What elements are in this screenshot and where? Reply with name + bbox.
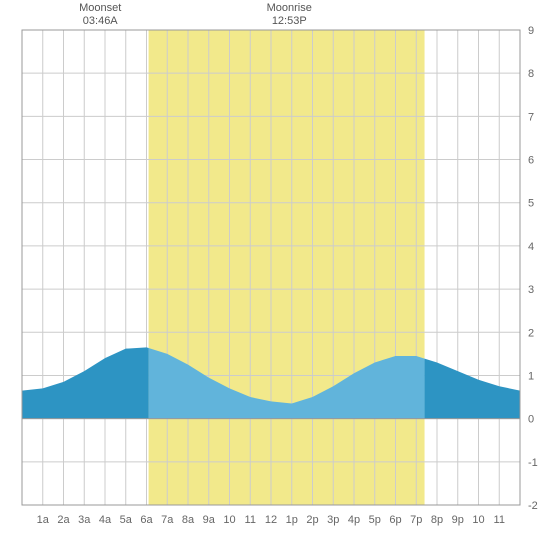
moonrise-title: Moonrise xyxy=(259,2,319,15)
y-tick-label: 2 xyxy=(528,327,534,339)
x-tick-label: 9p xyxy=(452,514,464,526)
x-tick-label: 3a xyxy=(78,514,91,526)
moonrise-label: Moonrise 12:53P xyxy=(259,2,319,28)
y-tick-label: 0 xyxy=(528,414,534,426)
y-tick-label: 8 xyxy=(528,68,534,80)
moonset-time: 03:46A xyxy=(70,15,130,28)
x-tick-label: 5a xyxy=(120,514,133,526)
x-tick-label: 3p xyxy=(327,514,339,526)
y-tick-label: 1 xyxy=(528,370,534,382)
x-tick-label: 7p xyxy=(410,514,422,526)
x-tick-label: 10 xyxy=(472,514,484,526)
x-tick-label: 11 xyxy=(245,514,256,526)
x-tick-label: 2a xyxy=(57,514,70,526)
x-tick-label: 10 xyxy=(223,514,235,526)
x-tick-label: 2p xyxy=(306,514,318,526)
moonset-label: Moonset 03:46A xyxy=(70,2,130,28)
x-tick-label: 4p xyxy=(348,514,360,526)
x-tick-label: 8a xyxy=(182,514,195,526)
y-tick-label: 4 xyxy=(528,241,534,253)
y-tick-label: 6 xyxy=(528,155,534,167)
x-tick-label: 12 xyxy=(265,514,277,526)
x-tick-label: 4a xyxy=(99,514,112,526)
moonrise-time: 12:53P xyxy=(259,15,319,28)
x-tick-label: 1a xyxy=(37,514,50,526)
x-tick-label: 6p xyxy=(389,514,401,526)
y-tick-label: -2 xyxy=(528,500,538,512)
x-tick-label: 1p xyxy=(286,514,298,526)
y-tick-label: 9 xyxy=(528,25,534,37)
x-tick-label: 6a xyxy=(140,514,153,526)
y-tick-label: 5 xyxy=(528,198,534,210)
x-tick-label: 8p xyxy=(431,514,443,526)
x-tick-label: 5p xyxy=(369,514,381,526)
y-tick-label: -1 xyxy=(528,457,538,469)
chart-svg: -2-101234567891a2a3a4a5a6a7a8a9a1011121p… xyxy=(0,0,550,550)
x-tick-label: 9a xyxy=(203,514,216,526)
tide-chart: Moonset 03:46A Moonrise 12:53P -2-101234… xyxy=(0,0,550,550)
y-tick-label: 7 xyxy=(528,111,534,123)
x-tick-label: 7a xyxy=(161,514,174,526)
moonset-title: Moonset xyxy=(70,2,130,15)
y-tick-label: 3 xyxy=(528,284,534,296)
x-tick-label: 11 xyxy=(494,514,505,526)
